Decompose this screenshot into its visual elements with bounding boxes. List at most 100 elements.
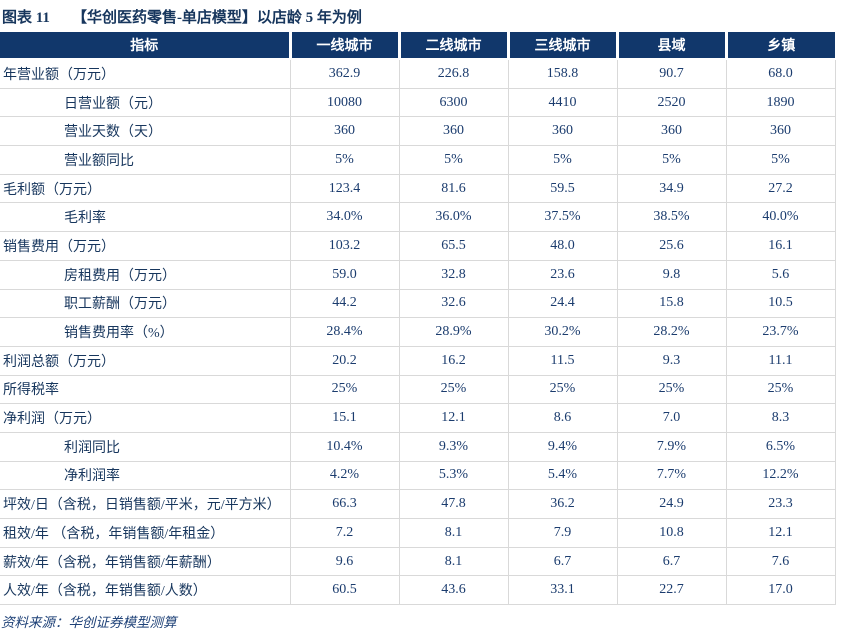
row-label: 营业额同比 — [0, 145, 291, 175]
value-cell: 24.4 — [508, 289, 618, 319]
value-cell: 27.2 — [726, 174, 836, 204]
row-label: 薪效/年（含税，年销售额/年薪酬） — [0, 547, 291, 577]
value-cell: 16.2 — [399, 346, 509, 376]
value-cell: 9.3 — [617, 346, 727, 376]
value-cell: 360 — [617, 116, 727, 147]
value-cell: 9.3% — [399, 432, 509, 462]
value-cell: 25% — [399, 375, 509, 405]
value-cell: 11.5 — [508, 346, 618, 376]
value-cell: 25% — [290, 375, 400, 405]
value-cell: 4.2% — [290, 461, 400, 491]
table-row: 薪效/年（含税，年销售额/年薪酬） 9.6 8.1 6.7 6.7 7.6 — [0, 547, 836, 577]
value-cell: 22.7 — [617, 575, 727, 606]
value-cell: 23.6 — [508, 260, 618, 290]
value-cell: 17.0 — [726, 575, 836, 606]
value-cell: 8.1 — [399, 518, 509, 548]
value-cell: 360 — [726, 116, 836, 147]
value-cell: 68.0 — [726, 59, 836, 89]
value-cell: 103.2 — [290, 231, 400, 261]
value-cell: 43.6 — [399, 575, 509, 606]
row-label: 日营业额（元） — [0, 88, 291, 118]
value-cell: 2520 — [617, 88, 727, 118]
value-cell: 16.1 — [726, 231, 836, 261]
value-cell: 30.2% — [508, 317, 618, 347]
value-cell: 28.4% — [290, 317, 400, 347]
table-row: 销售费用（万元） 103.2 65.5 48.0 25.6 16.1 — [0, 231, 836, 261]
value-cell: 59.5 — [508, 174, 618, 204]
value-cell: 25% — [617, 375, 727, 405]
value-cell: 226.8 — [399, 59, 509, 89]
value-cell: 10.5 — [726, 289, 836, 319]
value-cell: 7.6 — [726, 547, 836, 577]
value-cell: 5.3% — [399, 461, 509, 491]
value-cell: 12.1 — [399, 403, 509, 433]
table-row: 所得税率 25% 25% 25% 25% 25% — [0, 375, 836, 405]
value-cell: 6.7 — [508, 547, 618, 577]
value-cell: 6.7 — [617, 547, 727, 577]
value-cell: 158.8 — [508, 59, 618, 89]
value-cell: 123.4 — [290, 174, 400, 204]
figure-title-text: 【华创医药零售-单店模型】以店龄 5 年为例 — [71, 10, 362, 26]
row-label: 销售费用率（%） — [0, 317, 291, 347]
value-cell: 9.4% — [508, 432, 618, 462]
value-cell: 10.8 — [617, 518, 727, 548]
value-cell: 48.0 — [508, 231, 618, 261]
table-row: 利润总额（万元） 20.2 16.2 11.5 9.3 11.1 — [0, 346, 836, 376]
model-table: 指标 一线城市 二线城市 三线城市 县域 乡镇 年营业额（万元） 362.9 226.8 158… — [0, 32, 836, 606]
column-header-city: 县域 — [617, 32, 728, 60]
value-cell: 10080 — [290, 88, 400, 118]
row-label: 利润总额（万元） — [0, 346, 291, 376]
value-cell: 34.0% — [290, 202, 400, 233]
value-cell: 65.5 — [399, 231, 509, 261]
value-cell: 90.7 — [617, 59, 727, 89]
table-row: 利润同比 10.4% 9.3% 9.4% 7.9% 6.5% — [0, 432, 836, 462]
value-cell: 47.8 — [399, 489, 509, 519]
row-label: 所得税率 — [0, 375, 291, 405]
figure-title: 图表 11 【华创医药零售-单店模型】以店龄 5 年为例 — [0, 0, 852, 32]
value-cell: 1890 — [726, 88, 836, 118]
row-label: 租效/年 （含税，年销售额/年租金） — [0, 518, 291, 548]
table-row: 房租费用（万元） 59.0 32.8 23.6 9.8 5.6 — [0, 260, 836, 290]
value-cell: 6300 — [399, 88, 509, 118]
value-cell: 12.1 — [726, 518, 836, 548]
value-cell: 25% — [726, 375, 836, 405]
column-header-city: 乡镇 — [726, 32, 835, 60]
figure-number: 图表 11 — [2, 10, 50, 26]
table-row: 营业额同比 5% 5% 5% 5% 5% — [0, 145, 836, 175]
row-label: 利润同比 — [0, 432, 291, 462]
value-cell: 15.1 — [290, 403, 400, 433]
table-row: 职工薪酬（万元） 44.2 32.6 24.4 15.8 10.5 — [0, 289, 836, 319]
value-cell: 40.0% — [726, 202, 836, 233]
value-cell: 25.6 — [617, 231, 727, 261]
table-row: 净利润（万元） 15.1 12.1 8.6 7.0 8.3 — [0, 403, 836, 433]
value-cell: 32.6 — [399, 289, 509, 319]
value-cell: 5% — [726, 145, 836, 175]
value-cell: 5% — [399, 145, 509, 175]
value-cell: 7.2 — [290, 518, 400, 548]
value-cell: 32.8 — [399, 260, 509, 290]
value-cell: 7.9 — [508, 518, 618, 548]
row-label: 职工薪酬（万元） — [0, 289, 291, 319]
value-cell: 36.2 — [508, 489, 618, 519]
value-cell: 7.0 — [617, 403, 727, 433]
value-cell: 360 — [508, 116, 618, 147]
row-label: 营业天数（天） — [0, 116, 291, 147]
value-cell: 20.2 — [290, 346, 400, 376]
value-cell: 11.1 — [726, 346, 836, 376]
table-row: 人效/年（含税，年销售额/人数） 60.5 43.6 33.1 22.7 17.0 — [0, 575, 836, 606]
value-cell: 38.5% — [617, 202, 727, 233]
value-cell: 5% — [290, 145, 400, 175]
value-cell: 37.5% — [508, 202, 618, 233]
value-cell: 34.9 — [617, 174, 727, 204]
table-header: 指标 一线城市 二线城市 三线城市 县域 乡镇 — [0, 32, 835, 60]
row-label: 净利润率 — [0, 461, 291, 491]
table-row: 毛利额（万元） 123.4 81.6 59.5 34.9 27.2 — [0, 174, 836, 204]
table-row: 日营业额（元） 10080 6300 4410 2520 1890 — [0, 88, 836, 118]
column-header-city: 一线城市 — [290, 32, 401, 60]
value-cell: 9.6 — [290, 547, 400, 577]
row-label: 净利润（万元） — [0, 403, 291, 433]
table-row: 销售费用率（%） 28.4% 28.9% 30.2% 28.2% 23.7% — [0, 317, 836, 347]
value-cell: 60.5 — [290, 575, 400, 606]
value-cell: 36.0% — [399, 202, 509, 233]
